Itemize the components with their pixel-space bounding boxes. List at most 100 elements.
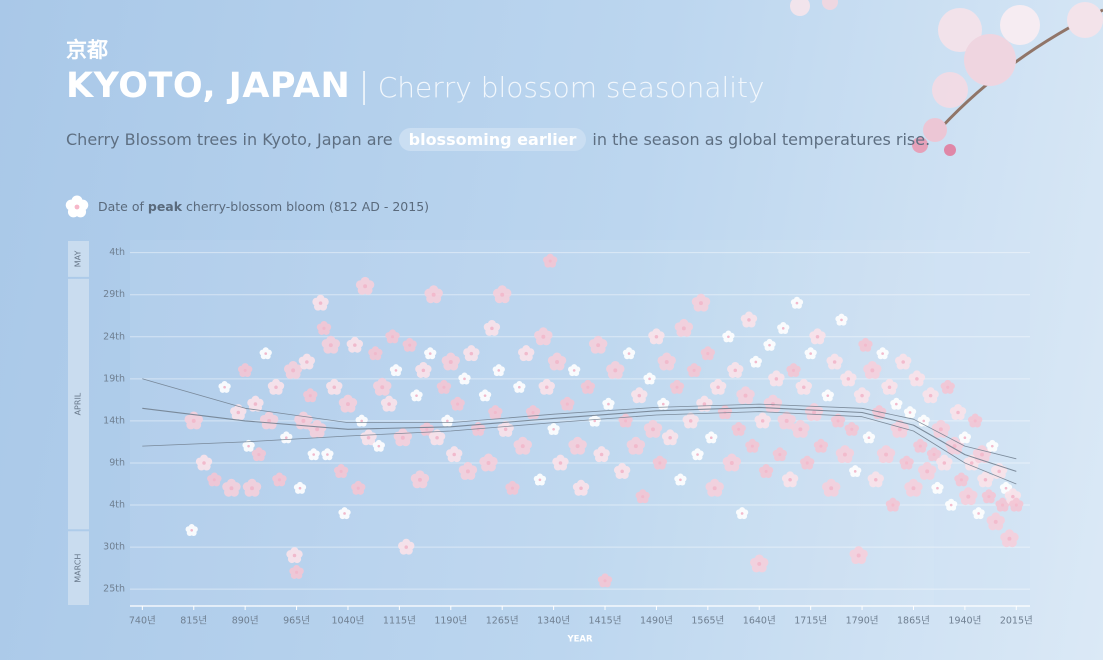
blossom-point bbox=[903, 406, 917, 419]
petal bbox=[804, 349, 811, 356]
flower-center bbox=[692, 368, 696, 372]
petal bbox=[606, 364, 616, 374]
flower-center bbox=[291, 368, 296, 373]
flower-center bbox=[897, 427, 902, 432]
flower-center bbox=[301, 418, 306, 423]
flower-center bbox=[465, 469, 470, 474]
flower-center bbox=[476, 427, 480, 431]
blossom-point bbox=[597, 573, 613, 588]
flower-center bbox=[956, 410, 960, 415]
flower-center bbox=[236, 410, 241, 415]
flower-center bbox=[624, 419, 628, 423]
petal bbox=[709, 381, 718, 390]
y-tick-label: 4th bbox=[109, 247, 125, 258]
petal bbox=[835, 315, 842, 322]
flower-center bbox=[497, 369, 501, 372]
x-tick-label: 1490년 bbox=[640, 616, 673, 627]
petal bbox=[572, 482, 581, 491]
flower-center bbox=[733, 368, 738, 373]
blossom-point bbox=[368, 346, 383, 361]
flower-center bbox=[575, 444, 580, 449]
blossom-point bbox=[949, 404, 967, 421]
flower-center bbox=[305, 360, 309, 364]
petal bbox=[321, 339, 331, 349]
blossom-point bbox=[700, 346, 715, 361]
flower-center bbox=[727, 335, 730, 339]
flower-center bbox=[292, 553, 297, 558]
flower-center bbox=[463, 377, 466, 381]
flower-center bbox=[928, 393, 933, 398]
petal bbox=[903, 408, 910, 415]
petal bbox=[972, 509, 979, 516]
petal bbox=[908, 373, 917, 382]
petal bbox=[326, 381, 335, 390]
flower-center bbox=[661, 402, 665, 406]
flower-center bbox=[802, 385, 806, 390]
flower-center bbox=[836, 419, 840, 423]
flower-center bbox=[952, 444, 957, 449]
petal bbox=[289, 567, 297, 575]
blossom-point bbox=[691, 448, 704, 461]
petal bbox=[525, 407, 533, 415]
x-tick-label: 1040년 bbox=[332, 616, 365, 627]
flower-center bbox=[387, 402, 391, 406]
blossom-point bbox=[867, 471, 884, 488]
petal bbox=[686, 365, 694, 373]
petal bbox=[674, 322, 684, 332]
blossom-point bbox=[705, 478, 724, 497]
flower-center bbox=[973, 419, 977, 423]
blossom-point bbox=[543, 253, 558, 268]
blossom-point bbox=[936, 454, 953, 471]
blossom-point bbox=[648, 328, 665, 345]
blossom-point bbox=[380, 395, 398, 412]
petal bbox=[286, 550, 295, 559]
blossom-point bbox=[940, 379, 955, 394]
flower-center bbox=[191, 418, 196, 423]
flower-center bbox=[846, 377, 851, 381]
flower-center bbox=[798, 427, 803, 432]
blossom-point bbox=[1000, 529, 1019, 548]
petal bbox=[338, 398, 348, 408]
flower-center bbox=[339, 469, 343, 473]
blossom-point bbox=[267, 378, 285, 395]
petal bbox=[385, 332, 393, 340]
flower-center bbox=[322, 326, 326, 330]
petal bbox=[940, 382, 948, 390]
blossom-point bbox=[393, 428, 413, 447]
blossom-point bbox=[410, 470, 430, 489]
month-band bbox=[68, 278, 89, 530]
flower-center bbox=[860, 393, 864, 398]
month-band bbox=[68, 531, 89, 605]
x-tick-label: 890년 bbox=[232, 616, 259, 627]
petal bbox=[552, 457, 561, 466]
x-tick-label: 1415년 bbox=[589, 616, 622, 627]
petal bbox=[513, 440, 523, 450]
blossom-point bbox=[373, 377, 392, 396]
blossom-point bbox=[513, 380, 526, 393]
petal bbox=[849, 467, 856, 474]
flower-center bbox=[987, 495, 991, 499]
flower-center bbox=[552, 427, 555, 431]
petal bbox=[488, 407, 496, 415]
flower-center bbox=[295, 570, 299, 574]
petal bbox=[821, 391, 828, 398]
blossom-point bbox=[826, 353, 843, 370]
blossom-point bbox=[674, 318, 694, 337]
flower-center bbox=[654, 334, 659, 339]
blossom-point bbox=[913, 438, 928, 453]
flower-center bbox=[712, 486, 717, 491]
flower-center bbox=[284, 436, 288, 440]
flower-center bbox=[966, 494, 971, 499]
flower-center bbox=[819, 444, 823, 448]
x-tick-label: 1715년 bbox=[794, 616, 827, 627]
petal bbox=[450, 399, 458, 407]
flower-center bbox=[959, 478, 963, 482]
blossom-point bbox=[488, 405, 503, 420]
petal bbox=[722, 456, 732, 466]
blossom-point bbox=[242, 478, 262, 497]
blossom-point bbox=[207, 472, 222, 487]
petal bbox=[538, 381, 547, 390]
flower-center bbox=[980, 452, 984, 457]
flower-center bbox=[993, 519, 998, 524]
